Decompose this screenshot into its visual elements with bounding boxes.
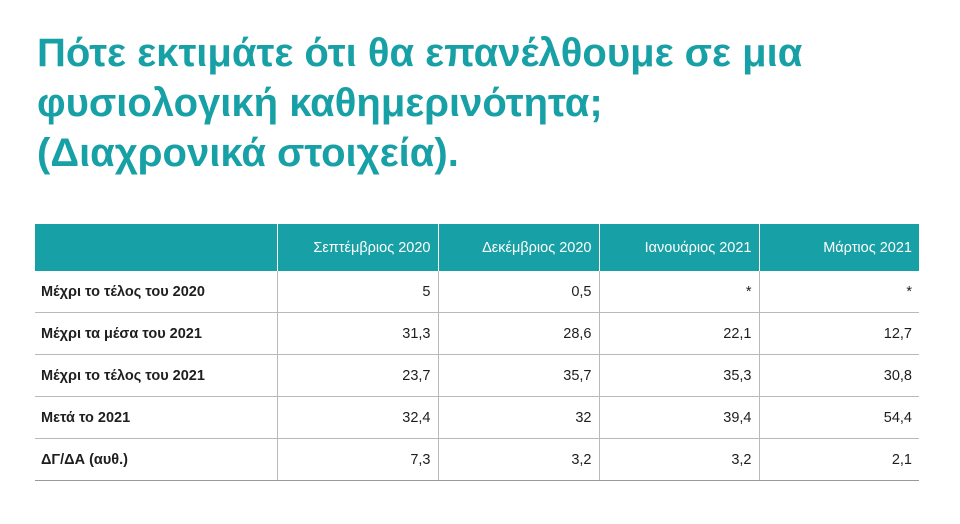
column-header-blank bbox=[35, 224, 278, 271]
table-cell: * bbox=[599, 271, 760, 313]
table-cell: 54,4 bbox=[759, 396, 919, 439]
table-cell: 28,6 bbox=[438, 312, 600, 355]
row-label: Μέχρι το τέλος του 2020 bbox=[35, 271, 278, 313]
table-cell: 32 bbox=[438, 396, 600, 439]
table-row: Μέχρι το τέλος του 2021 23,7 35,7 35,3 3… bbox=[35, 354, 919, 397]
table-cell: 7,3 bbox=[277, 438, 439, 481]
table-cell: 5 bbox=[277, 271, 439, 313]
title-line-1: Πότε εκτιμάτε ότι θα επανέλθουμε σε μια bbox=[37, 31, 803, 75]
column-header-mar-2021: Μάρτιος 2021 bbox=[759, 224, 919, 271]
table-row: Μέχρι τα μέσα του 2021 31,3 28,6 22,1 12… bbox=[35, 312, 919, 355]
title-line-2: φυσιολογική καθημερινότητα; bbox=[37, 81, 603, 125]
table-cell: 2,1 bbox=[759, 438, 919, 481]
column-header-dec-2020: Δεκέμβριος 2020 bbox=[438, 224, 600, 271]
table-row: ΔΓ/ΔΑ (αυθ.) 7,3 3,2 3,2 2,1 bbox=[35, 438, 919, 481]
row-label: ΔΓ/ΔΑ (αυθ.) bbox=[35, 438, 278, 481]
page-title: Πότε εκτιμάτε ότι θα επανέλθουμε σε μια … bbox=[37, 28, 927, 178]
table-cell: * bbox=[759, 271, 919, 313]
row-label: Μετά το 2021 bbox=[35, 396, 278, 439]
column-header-jan-2021: Ιανουάριος 2021 bbox=[599, 224, 760, 271]
table-cell: 30,8 bbox=[759, 354, 919, 397]
row-label: Μέχρι τα μέσα του 2021 bbox=[35, 312, 278, 355]
table-cell: 12,7 bbox=[759, 312, 919, 355]
table-cell: 3,2 bbox=[599, 438, 760, 481]
title-line-3: (Διαχρονικά στοιχεία). bbox=[37, 131, 459, 175]
table-cell: 35,7 bbox=[438, 354, 600, 397]
table-cell: 35,3 bbox=[599, 354, 760, 397]
table-cell: 31,3 bbox=[277, 312, 439, 355]
table-cell: 23,7 bbox=[277, 354, 439, 397]
survey-table: Σεπτέμβριος 2020 Δεκέμβριος 2020 Ιανουάρ… bbox=[35, 224, 919, 481]
table-cell: 3,2 bbox=[438, 438, 600, 481]
table-row: Μέχρι το τέλος του 2020 5 0,5 * * bbox=[35, 271, 919, 313]
table-header-row: Σεπτέμβριος 2020 Δεκέμβριος 2020 Ιανουάρ… bbox=[35, 224, 919, 271]
table-cell: 0,5 bbox=[438, 271, 600, 313]
column-header-sep-2020: Σεπτέμβριος 2020 bbox=[277, 224, 439, 271]
table-cell: 39,4 bbox=[599, 396, 760, 439]
table-cell: 22,1 bbox=[599, 312, 760, 355]
row-label: Μέχρι το τέλος του 2021 bbox=[35, 354, 278, 397]
table-row: Μετά το 2021 32,4 32 39,4 54,4 bbox=[35, 396, 919, 439]
table-cell: 32,4 bbox=[277, 396, 439, 439]
